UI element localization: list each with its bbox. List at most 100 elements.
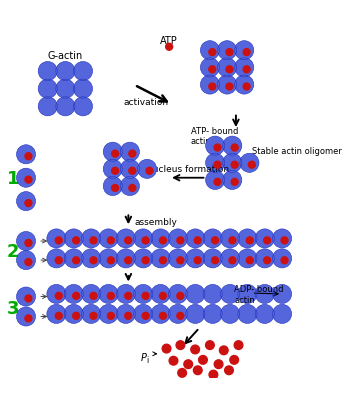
Circle shape [47, 285, 66, 304]
Circle shape [142, 237, 149, 244]
Circle shape [25, 200, 32, 207]
Text: assembly: assembly [135, 217, 177, 226]
Circle shape [151, 229, 170, 248]
Circle shape [214, 360, 223, 369]
Circle shape [56, 98, 75, 117]
Circle shape [73, 80, 92, 99]
Circle shape [64, 305, 83, 324]
Circle shape [220, 229, 239, 248]
Circle shape [151, 249, 170, 268]
Circle shape [25, 240, 32, 247]
Circle shape [235, 76, 254, 95]
Circle shape [17, 192, 36, 211]
Circle shape [178, 369, 186, 377]
Circle shape [169, 249, 188, 268]
Circle shape [273, 249, 292, 268]
Circle shape [120, 160, 139, 179]
Circle shape [177, 313, 184, 320]
Circle shape [203, 285, 222, 304]
Circle shape [64, 249, 83, 268]
Circle shape [17, 145, 36, 164]
Circle shape [218, 76, 237, 95]
Text: 3: 3 [7, 299, 19, 317]
Circle shape [186, 229, 205, 248]
Circle shape [82, 285, 101, 304]
Circle shape [116, 305, 135, 324]
Circle shape [47, 249, 66, 268]
Circle shape [146, 168, 153, 175]
Text: nucleus formation: nucleus formation [147, 165, 229, 174]
Circle shape [47, 305, 66, 324]
Circle shape [206, 137, 225, 156]
Circle shape [47, 229, 66, 248]
Circle shape [199, 356, 207, 364]
Circle shape [177, 237, 184, 244]
Circle shape [160, 313, 166, 320]
Circle shape [200, 42, 219, 61]
Circle shape [264, 237, 271, 244]
Circle shape [193, 366, 202, 375]
Circle shape [99, 285, 118, 304]
Circle shape [90, 293, 97, 300]
Circle shape [194, 257, 201, 264]
Circle shape [220, 249, 239, 268]
Circle shape [273, 285, 292, 304]
Circle shape [116, 249, 135, 268]
Circle shape [248, 162, 255, 169]
Circle shape [238, 249, 257, 268]
Circle shape [64, 229, 83, 248]
Circle shape [112, 151, 119, 158]
Circle shape [246, 237, 253, 244]
Circle shape [125, 313, 132, 320]
Circle shape [234, 341, 243, 350]
Circle shape [17, 232, 36, 251]
Circle shape [73, 257, 80, 264]
Circle shape [176, 341, 185, 350]
Text: ATP- bound
actin: ATP- bound actin [191, 126, 238, 146]
Circle shape [142, 313, 149, 320]
Circle shape [238, 305, 257, 324]
Text: activation: activation [123, 98, 168, 107]
Circle shape [160, 293, 166, 300]
Text: P: P [140, 352, 146, 362]
Circle shape [246, 257, 253, 264]
Text: 1: 1 [7, 169, 19, 187]
Circle shape [160, 257, 166, 264]
Circle shape [125, 257, 132, 264]
Circle shape [90, 257, 97, 264]
Circle shape [38, 62, 57, 81]
Circle shape [281, 257, 288, 264]
Circle shape [186, 249, 205, 268]
Circle shape [273, 305, 292, 324]
Circle shape [99, 305, 118, 324]
Circle shape [103, 160, 122, 179]
Circle shape [38, 80, 57, 99]
Circle shape [142, 257, 149, 264]
Circle shape [255, 229, 274, 248]
Circle shape [209, 49, 216, 56]
Circle shape [229, 257, 236, 264]
Circle shape [191, 345, 200, 354]
Circle shape [223, 171, 242, 190]
Circle shape [225, 366, 233, 375]
Circle shape [25, 153, 32, 160]
Circle shape [151, 305, 170, 324]
Circle shape [55, 293, 62, 300]
Circle shape [73, 98, 92, 117]
Circle shape [134, 285, 153, 304]
Circle shape [214, 179, 221, 186]
Circle shape [55, 237, 62, 244]
Circle shape [264, 257, 271, 264]
Circle shape [82, 305, 101, 324]
Circle shape [107, 237, 114, 244]
Text: Stable actin oligomer: Stable actin oligomer [252, 146, 342, 155]
Circle shape [82, 229, 101, 248]
Circle shape [25, 177, 32, 183]
Circle shape [56, 62, 75, 81]
Circle shape [235, 59, 254, 78]
Circle shape [25, 259, 32, 266]
Circle shape [214, 145, 221, 151]
Circle shape [120, 177, 139, 196]
Circle shape [25, 315, 32, 322]
Circle shape [218, 42, 237, 61]
